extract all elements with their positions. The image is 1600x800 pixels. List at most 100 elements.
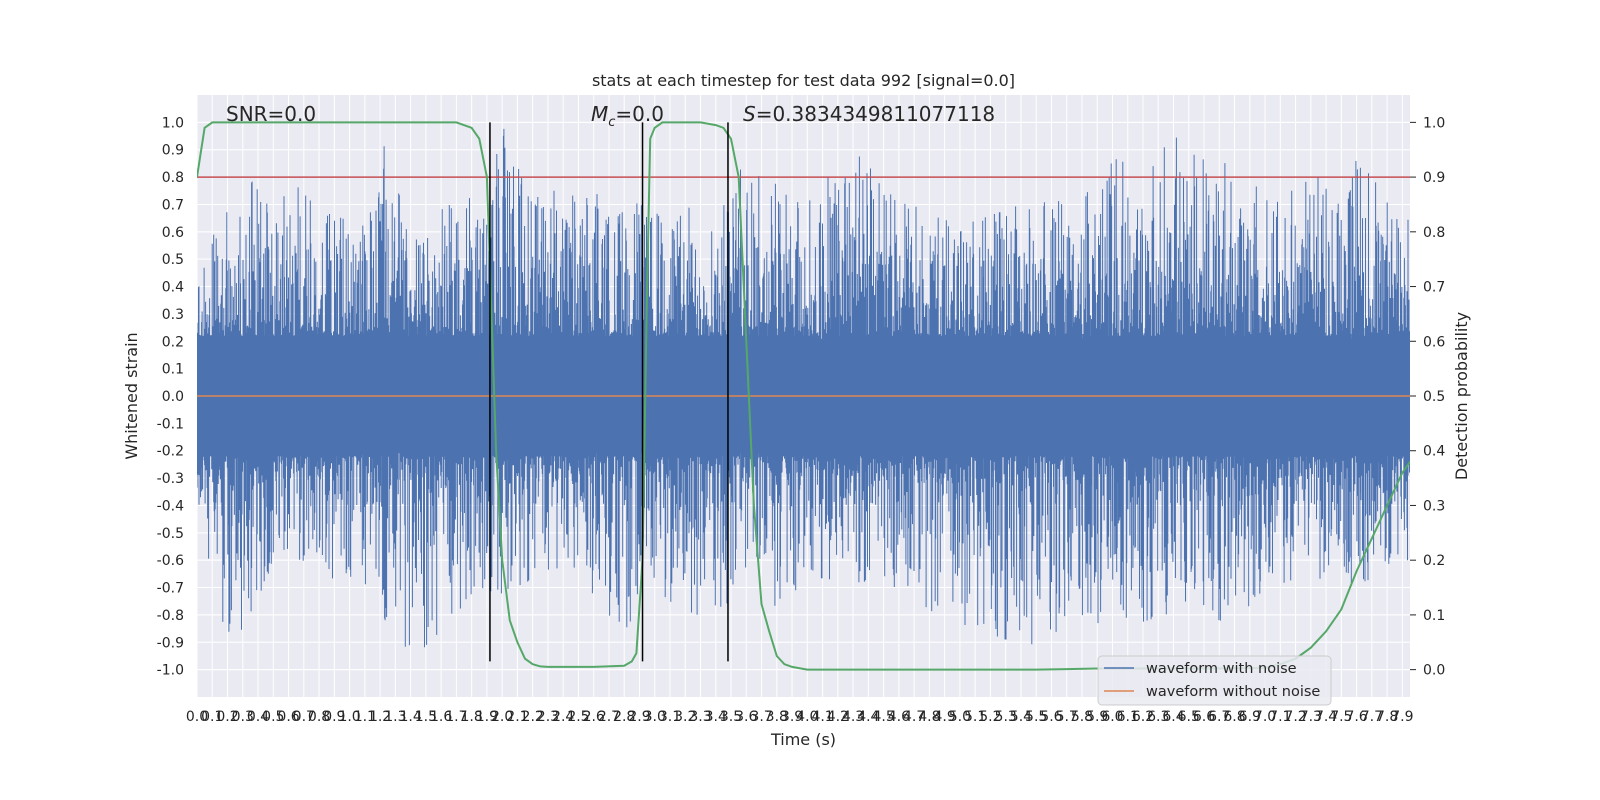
y-axis-left: 1.0 0.9 0.8 0.7 0.6 0.5 0.4 0.3 0.2 0.1 0.0 -0.1 -0.… — [157, 115, 184, 678]
x-tick-label: 0.9 — [323, 709, 345, 725]
x-tick-label: 7.8 — [1376, 709, 1398, 725]
y-tick-label: 0.8 — [162, 170, 184, 186]
x-tick-label: 3.6 — [735, 709, 757, 725]
x-tick-label: 1.0 — [338, 709, 360, 725]
y2-tick-label: 0.0 — [1423, 663, 1445, 679]
x-tick-label: 6.4 — [1162, 709, 1184, 725]
annotation-snr: SNR=0.0 — [226, 102, 316, 126]
annotation-chirp-mass-subscript: c — [608, 115, 615, 130]
annotation-chirp-mass-value: =0.0 — [615, 102, 664, 126]
x-tick-label: 5.6 — [1040, 709, 1062, 725]
x-tick-label: 6.5 — [1178, 709, 1200, 725]
x-tick-label: 7.4 — [1315, 709, 1337, 725]
x-tick-label: 1.4 — [399, 709, 421, 725]
y-tick-label: -0.8 — [157, 608, 184, 624]
y-tick-label: 0.3 — [162, 307, 184, 323]
x-tick-label: 3.1 — [659, 709, 681, 725]
x-tick-label: 7.9 — [1391, 709, 1413, 725]
x-tick-label: 3.5 — [720, 709, 742, 725]
y2-tick-label: 0.3 — [1423, 498, 1445, 514]
x-tick-label: 4.6 — [888, 709, 910, 725]
y-tick-label: 0.7 — [162, 197, 184, 213]
x-tick-label: 4.1 — [811, 709, 833, 725]
x-tick-label: 5.0 — [949, 709, 971, 725]
x-tick-label: 0.4 — [247, 709, 269, 725]
x-tick-label: 0.8 — [308, 709, 330, 725]
x-tick-label: 1.6 — [430, 709, 452, 725]
x-tick-label: 6.8 — [1223, 709, 1245, 725]
x-tick-label: 5.9 — [1086, 709, 1108, 725]
x-tick-label: 2.2 — [522, 709, 544, 725]
x-tick-label: 1.3 — [384, 709, 406, 725]
x-tick-label: 6.0 — [1101, 709, 1123, 725]
x-tick-label: 6.2 — [1132, 709, 1154, 725]
y-axis-right: 1.0 0.9 0.8 0.7 0.6 0.5 0.4 0.3 0.2 0.1 0.0 — [1410, 115, 1445, 679]
y2-tick-label: 0.8 — [1423, 225, 1445, 241]
y-tick-label: 1.0 — [162, 115, 184, 131]
x-tick-label: 3.2 — [674, 709, 696, 725]
x-tick-label: 2.3 — [537, 709, 559, 725]
x-tick-label: 5.1 — [964, 709, 986, 725]
x-tick-label: 2.6 — [583, 709, 605, 725]
y-tick-label: 0.0 — [162, 389, 184, 405]
annotation-chirp-mass-symbol: M — [591, 102, 608, 126]
x-tick-label: 4.2 — [827, 709, 849, 725]
x-tick-label: 2.0 — [491, 709, 513, 725]
x-tick-label: 3.8 — [766, 709, 788, 725]
x-tick-label: 3.4 — [705, 709, 727, 725]
x-tick-label: 6.3 — [1147, 709, 1169, 725]
y-tick-label: -0.7 — [157, 581, 184, 597]
x-tick-label: 7.6 — [1345, 709, 1367, 725]
y2-tick-label: 0.4 — [1423, 444, 1445, 460]
x-tick-label: 7.1 — [1269, 709, 1291, 725]
y-tick-label: -0.5 — [157, 526, 184, 542]
x-tick-label: 5.2 — [979, 709, 1001, 725]
x-tick-label: 4.4 — [857, 709, 879, 725]
x-tick-label: 6.6 — [1193, 709, 1215, 725]
x-tick-label: 3.9 — [781, 709, 803, 725]
x-tick-label: 0.5 — [262, 709, 284, 725]
x-tick-label: 6.1 — [1117, 709, 1139, 725]
y2-tick-label: 0.7 — [1423, 280, 1445, 296]
annotation-score-value: =0.3834349811077118 — [756, 102, 995, 126]
x-tick-label: 6.9 — [1239, 709, 1261, 725]
x-tick-label: 5.7 — [1056, 709, 1078, 725]
x-tick-label: 2.1 — [506, 709, 528, 725]
x-tick-label: 7.3 — [1300, 709, 1322, 725]
y-tick-label: -0.3 — [157, 471, 184, 487]
x-tick-label: 0.6 — [277, 709, 299, 725]
x-tick-label: 5.5 — [1025, 709, 1047, 725]
x-tick-label: 4.7 — [903, 709, 925, 725]
x-tick-label: 0.0 — [186, 709, 208, 725]
x-tick-label: 0.3 — [232, 709, 254, 725]
x-tick-label: 2.5 — [567, 709, 589, 725]
x-tick-label: 3.3 — [689, 709, 711, 725]
x-tick-label: 3.7 — [750, 709, 772, 725]
x-tick-label: 2.7 — [598, 709, 620, 725]
y-tick-label: 0.1 — [162, 362, 184, 378]
y-tick-label: 0.5 — [162, 252, 184, 268]
y-tick-label: -1.0 — [157, 663, 184, 679]
vertical-markers — [489, 122, 729, 662]
x-tick-label: 1.2 — [369, 709, 391, 725]
legend-label-waveform-with-noise: waveform with noise — [1146, 661, 1297, 677]
x-tick-label: 1.8 — [461, 709, 483, 725]
y-tick-label: -0.2 — [157, 444, 184, 460]
legend: waveform with noise waveform without noi… — [1097, 655, 1332, 706]
y-tick-label: 0.2 — [162, 334, 184, 350]
x-tick-label: 5.8 — [1071, 709, 1093, 725]
x-tick-label: 5.3 — [995, 709, 1017, 725]
y2-tick-label: 0.5 — [1423, 389, 1445, 405]
x-tick-label: 2.4 — [552, 709, 574, 725]
x-tick-label: 1.5 — [415, 709, 437, 725]
y-tick-label: 0.9 — [162, 143, 184, 159]
x-tick-label: 6.7 — [1208, 709, 1230, 725]
x-tick-label: 4.5 — [872, 709, 894, 725]
x-tick-label: 1.9 — [476, 709, 498, 725]
x-tick-label: 5.4 — [1010, 709, 1032, 725]
y2-tick-label: 0.6 — [1423, 334, 1445, 350]
y2-tick-label: 0.1 — [1423, 608, 1445, 624]
x-tick-label: 1.7 — [445, 709, 467, 725]
x-tick-label: 7.2 — [1284, 709, 1306, 725]
